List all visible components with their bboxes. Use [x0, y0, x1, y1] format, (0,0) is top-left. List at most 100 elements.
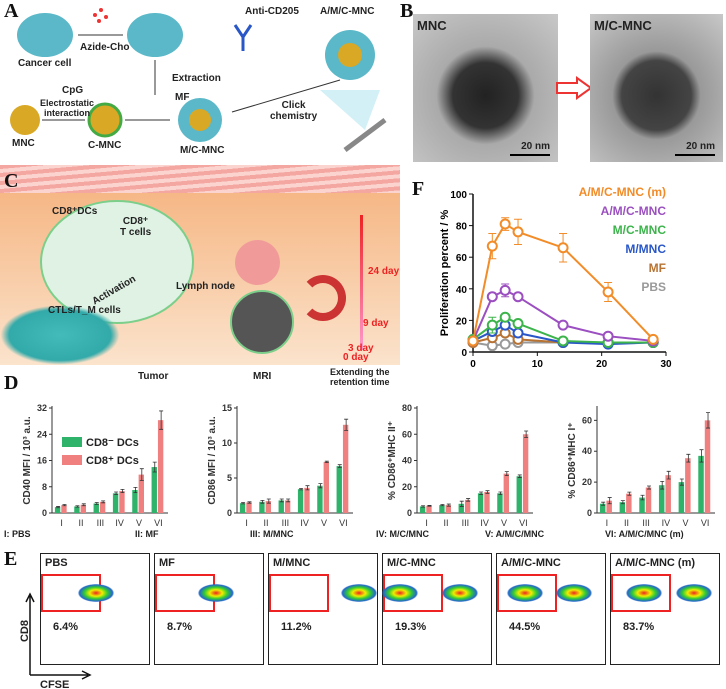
flow-plot-title: M/C-MNC: [387, 557, 436, 569]
label-c-mnc: C-MNC: [88, 140, 122, 151]
bar: [99, 501, 106, 513]
tem-label-m-c-mnc: M/C-MNC: [594, 18, 652, 33]
magnet-icon: [300, 275, 346, 321]
label-click-chemistry: Click chemistry: [270, 100, 318, 122]
x-tick-label: IV: [115, 518, 124, 528]
x-axis-label: CFSE: [40, 679, 70, 689]
arrow-icon: [556, 76, 593, 100]
group-key-item: VI: A/M/C/MNC (m): [605, 529, 684, 539]
bar: [246, 502, 252, 513]
bar: [265, 501, 271, 513]
gate-box: [611, 574, 671, 612]
cell-density-blob: [381, 584, 418, 602]
x-tick-label: III: [97, 518, 105, 528]
x-tick-label: VI: [519, 518, 528, 528]
error-bar: [75, 505, 80, 508]
legend-entry: CD8⁻ DCs: [86, 437, 139, 449]
panel-c-illustration: [0, 165, 400, 365]
y-tick-label: 24: [37, 429, 47, 439]
y-tick-label: 80: [402, 403, 412, 413]
labeled-cell-icon: [127, 13, 183, 57]
data-point: [486, 291, 498, 303]
error-bar: [647, 485, 652, 490]
bar: [477, 493, 484, 513]
bar: [599, 503, 606, 513]
label-cancer-cell: Cancer cell: [18, 58, 72, 69]
y-tick-label: 40: [402, 456, 412, 466]
flow-plot: M/MNC 11.2%: [268, 553, 378, 665]
gate-box: [269, 574, 329, 612]
y-tick-label: 8: [42, 482, 47, 492]
error-bar: [601, 501, 606, 506]
bar: [678, 482, 685, 513]
x-tick-label: 20: [596, 359, 608, 370]
x-tick-label: II: [443, 518, 448, 528]
x-tick-label: V: [136, 518, 142, 528]
error-bar: [517, 474, 522, 478]
error-bar: [299, 488, 304, 491]
proliferation-line-chart: 0204060801000102030Time / dayProliferati…: [439, 185, 672, 370]
cell-density-blob: [442, 584, 478, 602]
y-tick-label: 0: [42, 508, 47, 518]
label-day: 0 day: [343, 352, 369, 363]
bar: [484, 492, 490, 513]
error-bar: [247, 501, 252, 504]
y-tick-label: 0: [461, 348, 467, 359]
flow-plot-title: MF: [159, 557, 175, 569]
mnc-icon: [10, 105, 40, 135]
x-tick-label: I: [606, 518, 609, 528]
flow-plot: A/M/C-MNC 44.5%: [496, 553, 606, 665]
y-tick-label: 60: [402, 429, 412, 439]
timeline-arrow: [360, 215, 363, 350]
error-bar: [607, 497, 612, 505]
label-electrostatic: Electrostatic interaction: [40, 98, 95, 118]
gate-percent: 6.4%: [53, 621, 79, 633]
data-point: [512, 291, 524, 303]
y-tick-label: 60: [456, 253, 468, 264]
group-key-item: III: M/MNC: [250, 529, 294, 539]
label-azide-cho: Azide-Cho: [80, 42, 130, 53]
error-bar: [152, 461, 157, 473]
data-point: [499, 311, 511, 323]
flow-plot-title: PBS: [45, 557, 68, 569]
bar: [606, 500, 612, 513]
tem-image-mnc: MNC 20 nm: [413, 14, 558, 162]
bar: [522, 434, 529, 513]
y-axis-label: Proliferation percent / %: [439, 210, 451, 337]
axis-arrows: [25, 592, 92, 680]
label-day: 9 day: [363, 318, 389, 329]
x-tick-label: IV: [300, 518, 309, 528]
bar: [336, 466, 342, 513]
y-tick-label: 32: [37, 403, 47, 413]
cell-density-blob: [506, 584, 543, 602]
x-tick-label: IV: [480, 518, 489, 528]
group-key-item: IV: M/C/MNC: [376, 529, 429, 539]
legend-entry: CD8⁺ DCs: [86, 455, 139, 467]
error-bar: [286, 498, 291, 503]
data-point: [602, 330, 614, 342]
cell-density-blob: [556, 584, 592, 602]
error-bar: [479, 491, 484, 496]
label-mf: MF: [175, 92, 190, 103]
x-tick-label: III: [462, 518, 470, 528]
bar: [685, 458, 691, 513]
bar: [54, 507, 61, 513]
bar: [132, 490, 138, 513]
label-cd8-dcs: CD8⁺DCs: [52, 206, 98, 217]
bar: [93, 503, 99, 513]
label-extending: Extending the retention time: [330, 367, 390, 387]
bar: [419, 506, 426, 513]
label-cd8-t-cells: CD8⁺ T cells: [120, 216, 152, 238]
cancer-cell-icon: [17, 13, 73, 57]
syringe-icon: [343, 118, 387, 152]
x-tick-label: III: [282, 518, 290, 528]
bar: [151, 467, 157, 513]
y-tick-label: 40: [582, 446, 592, 456]
bar: [74, 506, 80, 513]
axes: [596, 406, 715, 514]
group-key-item: I: PBS: [4, 529, 31, 539]
legend-entry: M/C-MNC: [613, 223, 667, 237]
bar: [297, 489, 304, 513]
flow-plot-title: M/MNC: [273, 557, 311, 569]
